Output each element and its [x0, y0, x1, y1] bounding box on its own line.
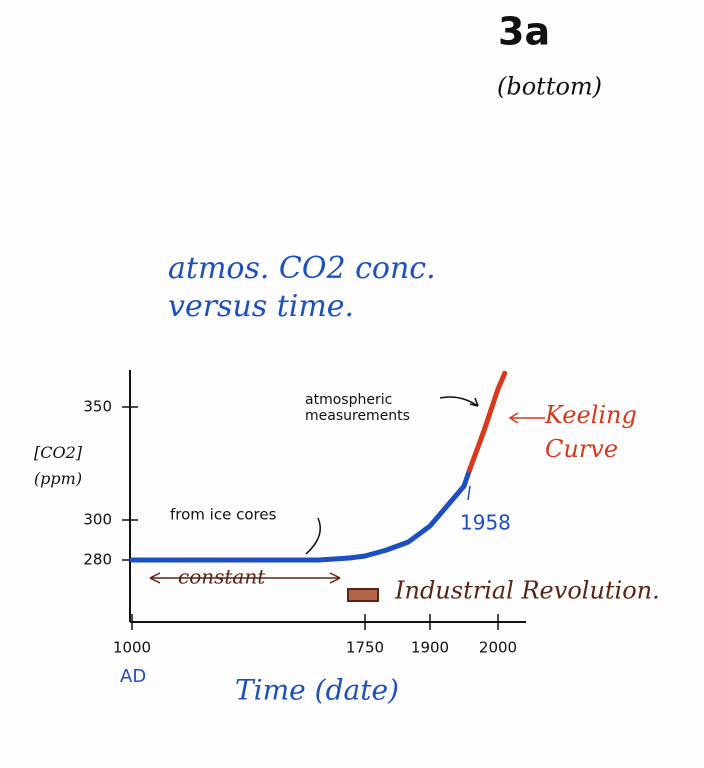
x-tick-label: 1900 [411, 639, 449, 657]
chart-title: atmos. CO2 conc. versus time. [168, 251, 436, 324]
x-tick-label: 1750 [346, 639, 384, 657]
arrow-heads [149, 572, 341, 584]
x-tick-label: 1000 [113, 639, 151, 657]
meas-arrow [439, 396, 479, 407]
line-series [466, 370, 508, 473]
industrial-marker [347, 588, 379, 602]
y-label: [CO2] (ppm) [33, 443, 83, 488]
ice-arrow [305, 517, 321, 555]
x-label: Time (date) [235, 674, 399, 707]
x-origin-note: AD [120, 666, 146, 687]
page-sublabel: (bottom) [497, 73, 602, 101]
measurements-label: atmospheric measurements [305, 392, 410, 424]
1958-marker [467, 485, 471, 501]
ice-cores-label: from ice cores [170, 506, 277, 524]
keeling-label: Keeling Curve [545, 401, 637, 463]
constant-label: constant [178, 565, 266, 589]
y-tick-label: 300 [83, 511, 112, 529]
industrial-label: Industrial Revolution. [394, 577, 660, 605]
x-tick-label: 2000 [479, 639, 517, 657]
y-tick-label: 280 [83, 551, 112, 569]
keeling-arrow [508, 412, 545, 424]
y-tick-label: 350 [83, 398, 112, 416]
page-label: 3a [498, 10, 550, 54]
year-1958: 1958 [460, 511, 511, 535]
line-series [129, 467, 472, 563]
